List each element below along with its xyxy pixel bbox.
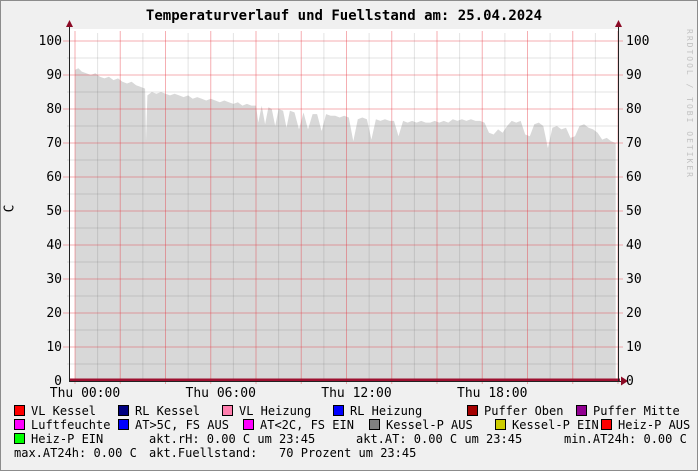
legend-item-heiz-p-aus: Heiz-P AUS: [601, 418, 690, 431]
y-tick-label-right: 70: [626, 136, 642, 151]
y-tick-label-right: 10: [626, 340, 642, 355]
legend-label: VL Heizung: [239, 403, 312, 418]
legend-label: akt.rH: 0.00 C um 23:45: [149, 431, 316, 446]
legend-swatch: [118, 419, 129, 430]
legend-label: RL Heizung: [350, 403, 423, 418]
legend-item-rl-kessel: RL Kessel: [118, 404, 200, 417]
y-tick-label-left: 20: [46, 306, 62, 321]
legend-swatch: [576, 405, 587, 416]
area-series: [75, 68, 616, 381]
axis-arrows: [66, 20, 628, 386]
x-tick-label: Thu 18:00: [457, 386, 528, 401]
y-tick-label-right: 40: [626, 238, 642, 253]
y-tick-label-left: 90: [46, 68, 62, 83]
y-tick-label-left: 100: [38, 34, 62, 49]
legend-label: Heiz-P AUS: [618, 417, 691, 432]
legend-item-puffer-oben: Puffer Oben: [467, 404, 563, 417]
legend-stat-max-at24h-0-00-c: max.AT24h: 0.00 C: [14, 446, 137, 459]
chart-plot: [63, 20, 628, 386]
legend-swatch: [14, 433, 25, 444]
y-tick-label-left: 10: [46, 340, 62, 355]
legend-item-at-5c-fs-aus: AT>5C, FS AUS: [118, 418, 229, 431]
legend-item-kessel-p-aus: Kessel-P AUS: [369, 418, 473, 431]
legend-item-luftfeuchte: Luftfeuchte: [14, 418, 110, 431]
legend-swatch: [333, 405, 344, 416]
y-tick-label-left: 70: [46, 136, 62, 151]
legend-label: Puffer Oben: [484, 403, 564, 418]
chart-title: Temperaturverlauf und Fuellstand am: 25.…: [145, 8, 543, 24]
legend-label: Kessel-P AUS: [386, 417, 473, 432]
legend-swatch: [369, 419, 380, 430]
legend-label: max.AT24h: 0.00 C: [14, 445, 137, 460]
grid-minor: [67, 33, 618, 381]
y-axis-unit-label: C: [2, 204, 18, 213]
legend-label: min.AT24h: 0.00 C: [564, 431, 687, 446]
legend-item-puffer-mitte: Puffer Mitte: [576, 404, 680, 417]
legend-item-vl-kessel: VL Kessel: [14, 404, 96, 417]
watermark-rrdtool: RRDTOOL / TOBI OETIKER: [685, 29, 694, 179]
y-tick-label-left: 50: [46, 204, 62, 219]
legend-item-heiz-p-ein: Heiz-P EIN: [14, 432, 103, 445]
legend-item-vl-heizung: VL Heizung: [222, 404, 311, 417]
y-tick-label-left: 30: [46, 272, 62, 287]
legend-stat-akt-fuellstand-70-prozent-um-23-45: akt.Fuellstand: 70 Prozent um 23:45: [149, 446, 416, 459]
x-tick-label: Thu 00:00: [49, 386, 121, 401]
x-axis-arrow: [621, 376, 628, 386]
y-tick-label-right: 90: [626, 68, 642, 83]
y-tick-label-right: 60: [626, 170, 642, 185]
grid-major: [63, 31, 623, 384]
legend-stat-min-at24h-0-00-c: min.AT24h: 0.00 C: [564, 432, 687, 445]
x-tick-label: Thu 12:00: [321, 386, 392, 401]
legend-label: AT>5C, FS AUS: [135, 417, 229, 432]
y-tick-label-right: 0: [626, 374, 634, 389]
legend-label: akt.AT: 0.00 C um 23:45: [356, 431, 523, 446]
legend-stat-akt-rh-0-00-c-um-23-45: akt.rH: 0.00 C um 23:45: [149, 432, 315, 445]
y-tick-label-left: 80: [46, 102, 62, 117]
legend-label: VL Kessel: [31, 403, 97, 418]
legend-swatch: [467, 405, 478, 416]
legend-item-kessel-p-ein: Kessel-P EIN: [495, 418, 599, 431]
legend-label: Luftfeuchte: [31, 417, 111, 432]
legend-label: Kessel-P EIN: [512, 417, 599, 432]
legend-swatch: [222, 405, 233, 416]
y-tick-label-right: 20: [626, 306, 642, 321]
y-tick-label-left: 40: [46, 238, 62, 253]
axes: [69, 26, 622, 382]
legend-label: Puffer Mitte: [593, 403, 680, 418]
legend-swatch: [495, 419, 506, 430]
y-tick-label-right: 30: [626, 272, 642, 287]
legend-swatch: [601, 419, 612, 430]
legend-swatch: [118, 405, 129, 416]
legend-item-rl-heizung: RL Heizung: [333, 404, 422, 417]
legend-swatch: [14, 419, 25, 430]
fuellstand-area: [75, 68, 616, 381]
y-tick-label-right: 100: [626, 34, 650, 49]
legend-item-at-2c-fs-ein: AT<2C, FS EIN: [243, 418, 354, 431]
x-tick-label: Thu 06:00: [185, 386, 256, 401]
y-tick-label-right: 80: [626, 102, 642, 117]
y-tick-label-right: 50: [626, 204, 642, 219]
legend-swatch: [14, 405, 25, 416]
legend-label: Heiz-P EIN: [31, 431, 104, 446]
legend-swatch: [243, 419, 254, 430]
y-axis-arrow-left: [66, 20, 73, 27]
legend-label: AT<2C, FS EIN: [260, 417, 354, 432]
y-tick-label-left: 0: [54, 374, 62, 389]
legend-label: RL Kessel: [135, 403, 201, 418]
legend-label: akt.Fuellstand: 70 Prozent um 23:45: [149, 445, 417, 460]
y-axis-arrow-right: [615, 20, 622, 27]
y-tick-label-left: 60: [46, 170, 62, 185]
legend-stat-akt-at-0-00-c-um-23-45: akt.AT: 0.00 C um 23:45: [356, 432, 522, 445]
